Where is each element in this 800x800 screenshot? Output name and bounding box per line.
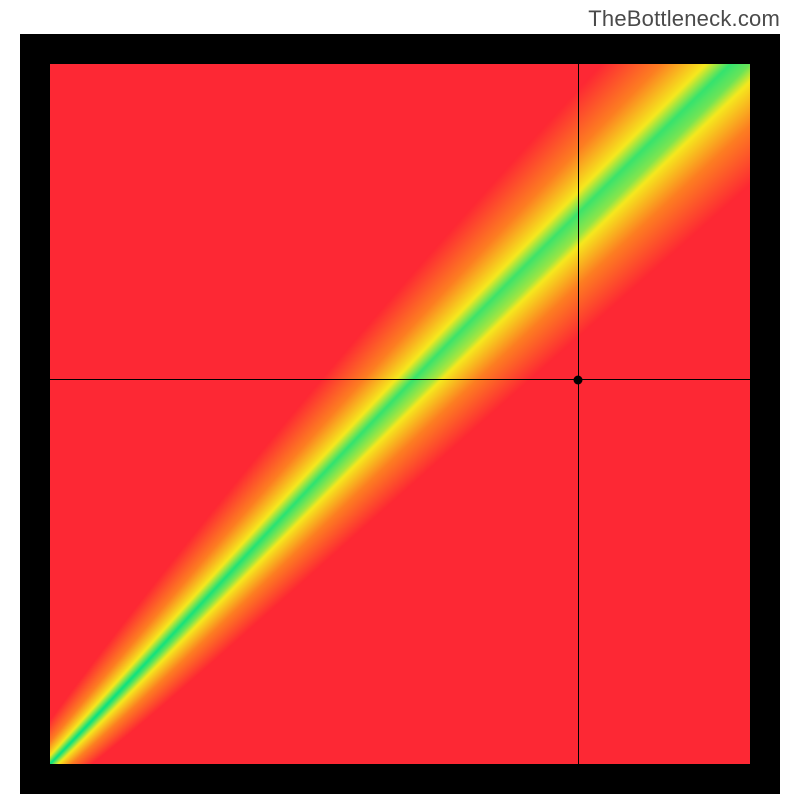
crosshair-horizontal [50,379,750,380]
heatmap-canvas [50,64,750,764]
watermark-text: TheBottleneck.com [588,6,780,32]
crosshair-vertical [578,64,579,764]
chart-container: TheBottleneck.com [0,0,800,800]
bottleneck-point [574,375,583,384]
